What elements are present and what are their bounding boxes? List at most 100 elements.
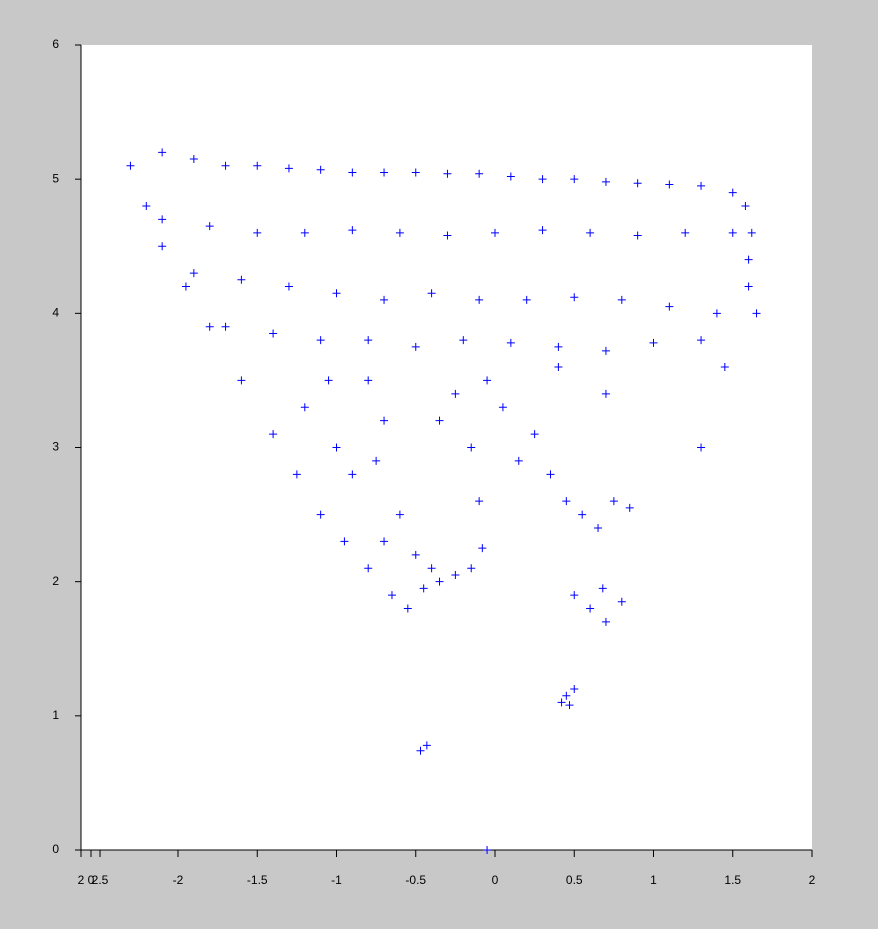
point (411, 550, 420, 559)
point (284, 164, 293, 173)
x-tick-label: 0.5 (566, 873, 583, 887)
point (269, 430, 278, 439)
point (557, 698, 566, 707)
point (451, 389, 460, 398)
point (364, 564, 373, 573)
point (586, 604, 595, 613)
point (403, 604, 412, 613)
point (411, 168, 420, 177)
point (665, 180, 674, 189)
point (744, 282, 753, 291)
point (422, 741, 431, 750)
point (142, 202, 151, 210)
point (451, 570, 460, 579)
point (253, 228, 262, 237)
x-tick-label: 0 (492, 873, 499, 887)
point (728, 188, 737, 197)
point (316, 165, 325, 174)
point (253, 161, 262, 170)
point (348, 470, 357, 479)
point (570, 591, 579, 600)
point (269, 329, 278, 338)
point (316, 336, 325, 345)
point (158, 148, 167, 157)
point (324, 376, 333, 385)
point (506, 338, 515, 347)
point (633, 179, 642, 188)
point (221, 161, 230, 170)
y-tick-label: 4 (52, 306, 59, 320)
point (292, 470, 301, 479)
point (752, 309, 761, 318)
point (427, 289, 436, 298)
point (665, 302, 674, 311)
point (348, 168, 357, 177)
y-tick-label: 0 (52, 842, 59, 856)
point (570, 685, 579, 693)
point (601, 346, 610, 355)
x-tick-label: 2 (809, 873, 816, 887)
point (609, 497, 618, 506)
point (475, 169, 484, 178)
point (443, 231, 452, 240)
point (332, 289, 341, 298)
point (475, 497, 484, 506)
x-tick-label: 2 (78, 873, 85, 887)
point (586, 228, 595, 237)
point (387, 591, 396, 600)
point (554, 342, 563, 351)
point (741, 202, 750, 210)
point (427, 564, 436, 573)
plot-area (81, 45, 812, 850)
point (395, 510, 404, 519)
point (332, 443, 341, 452)
point (340, 537, 349, 546)
point (744, 255, 753, 264)
point (205, 322, 214, 331)
point (697, 181, 706, 190)
point (189, 269, 198, 278)
y-tick-label: 1 (52, 708, 59, 722)
x-tick-label: 2.5 (92, 873, 109, 887)
y-tick-label: 3 (52, 440, 59, 454)
point (158, 242, 167, 251)
point (435, 577, 444, 586)
point (380, 295, 389, 304)
y-tick-label: 2 (52, 574, 59, 588)
point (478, 544, 487, 553)
point (562, 497, 571, 506)
point (237, 376, 246, 385)
x-tick-label: -1 (331, 873, 342, 887)
point (300, 403, 309, 412)
point (538, 226, 547, 235)
point (720, 363, 729, 371)
point (459, 336, 468, 345)
point (601, 177, 610, 186)
point (522, 295, 531, 304)
point (491, 228, 500, 237)
point (570, 175, 579, 184)
point (697, 336, 706, 345)
point (380, 416, 389, 425)
point (483, 376, 492, 385)
point (467, 564, 476, 573)
x-tick-label: -1.5 (247, 873, 268, 887)
point (530, 430, 539, 439)
y-tick-label: 6 (52, 37, 59, 51)
point (221, 322, 230, 331)
point (483, 846, 492, 854)
point (514, 456, 523, 465)
point (435, 416, 444, 425)
point (565, 701, 574, 710)
point (205, 222, 214, 231)
point (546, 470, 555, 479)
point (189, 155, 198, 164)
point (300, 228, 309, 237)
point (633, 231, 642, 240)
point (601, 617, 610, 626)
point (475, 295, 484, 304)
point (506, 172, 515, 181)
x-tick-label: 1.5 (724, 873, 741, 887)
point (538, 175, 547, 184)
